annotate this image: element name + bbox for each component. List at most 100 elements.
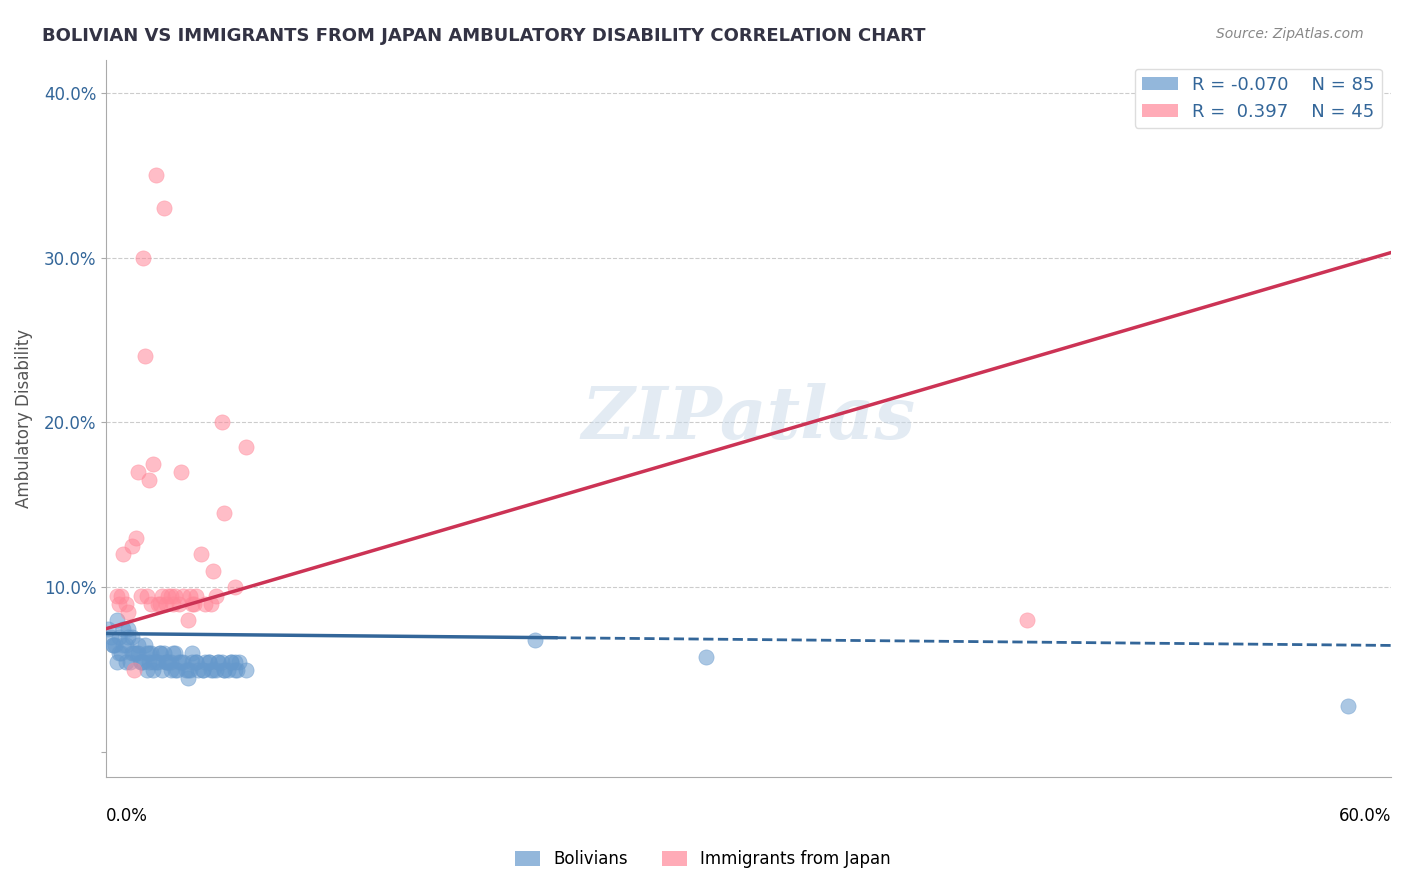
Point: [108, 597, 131, 611]
Text: 0.0%: 0.0%: [107, 806, 148, 825]
Point: [159, 663, 181, 677]
Point: [157, 589, 180, 603]
Point: [166, 663, 188, 677]
Text: Source: ZipAtlas.com: Source: ZipAtlas.com: [1216, 27, 1364, 41]
Point: [132, 655, 155, 669]
Point: [235, 440, 257, 454]
Point: [97, 622, 120, 636]
Point: [105, 589, 128, 603]
Point: [127, 646, 149, 660]
Point: [117, 630, 139, 644]
Point: [157, 655, 180, 669]
Point: [174, 663, 197, 677]
Point: [207, 655, 229, 669]
Point: [155, 655, 177, 669]
Point: [150, 663, 173, 677]
Y-axis label: Ambulatory Disability: Ambulatory Disability: [15, 329, 32, 508]
Point: [141, 646, 163, 660]
Point: [176, 671, 198, 685]
Point: [191, 663, 214, 677]
Point: [138, 646, 160, 660]
Text: ZIPatlas: ZIPatlas: [582, 383, 915, 454]
Point: [136, 663, 159, 677]
Point: [224, 655, 246, 669]
Point: [219, 655, 242, 669]
Point: [176, 613, 198, 627]
Point: [212, 506, 235, 520]
Point: [186, 589, 208, 603]
Point: [172, 655, 194, 669]
Point: [142, 457, 165, 471]
Point: [162, 597, 184, 611]
Point: [104, 638, 127, 652]
Point: [523, 633, 546, 648]
Point: [142, 655, 165, 669]
Point: [121, 539, 143, 553]
Point: [125, 531, 148, 545]
Point: [163, 663, 186, 677]
Point: [114, 597, 136, 611]
Point: [134, 638, 156, 652]
Point: [159, 589, 181, 603]
Point: [181, 655, 204, 669]
Point: [127, 638, 149, 652]
Point: [150, 589, 173, 603]
Point: [217, 663, 239, 677]
Point: [198, 655, 221, 669]
Point: [153, 201, 176, 215]
Point: [224, 581, 246, 595]
Point: [226, 663, 249, 677]
Text: BOLIVIAN VS IMMIGRANTS FROM JAPAN AMBULATORY DISABILITY CORRELATION CHART: BOLIVIAN VS IMMIGRANTS FROM JAPAN AMBULA…: [42, 27, 925, 45]
Point: [129, 655, 152, 669]
Point: [146, 597, 169, 611]
Point: [121, 646, 143, 660]
Point: [149, 646, 172, 660]
Point: [136, 646, 159, 660]
Legend: R = -0.070    N = 85, R =  0.397    N = 45: R = -0.070 N = 85, R = 0.397 N = 45: [1135, 69, 1382, 128]
Point: [146, 655, 169, 669]
Point: [170, 655, 193, 669]
Point: [110, 646, 132, 660]
Point: [187, 663, 209, 677]
Point: [186, 655, 208, 669]
Point: [224, 663, 246, 677]
Point: [142, 663, 165, 677]
Point: [108, 646, 131, 660]
Point: [202, 564, 225, 578]
Point: [198, 655, 221, 669]
Point: [117, 622, 139, 636]
Point: [219, 655, 242, 669]
Point: [101, 638, 124, 652]
Point: [162, 646, 184, 660]
Point: [179, 663, 201, 677]
Point: [132, 251, 155, 265]
Point: [108, 630, 131, 644]
Point: [134, 350, 156, 364]
Point: [138, 655, 160, 669]
Point: [172, 589, 194, 603]
Point: [212, 663, 235, 677]
Point: [138, 473, 160, 487]
Point: [121, 630, 143, 644]
Point: [125, 646, 148, 660]
Point: [204, 589, 226, 603]
Point: [179, 589, 201, 603]
Point: [228, 655, 250, 669]
Point: [194, 655, 217, 669]
Point: [149, 646, 172, 660]
Point: [153, 646, 176, 660]
Point: [129, 655, 152, 669]
Point: [194, 597, 217, 611]
Point: [122, 663, 145, 677]
Point: [105, 655, 128, 669]
Text: 60.0%: 60.0%: [1339, 806, 1391, 825]
Point: [100, 630, 122, 644]
Point: [110, 589, 132, 603]
Point: [114, 638, 136, 652]
Point: [207, 655, 229, 669]
Point: [202, 663, 225, 677]
Point: [145, 168, 167, 182]
Point: [211, 416, 233, 430]
Point: [695, 649, 717, 664]
Point: [183, 597, 205, 611]
